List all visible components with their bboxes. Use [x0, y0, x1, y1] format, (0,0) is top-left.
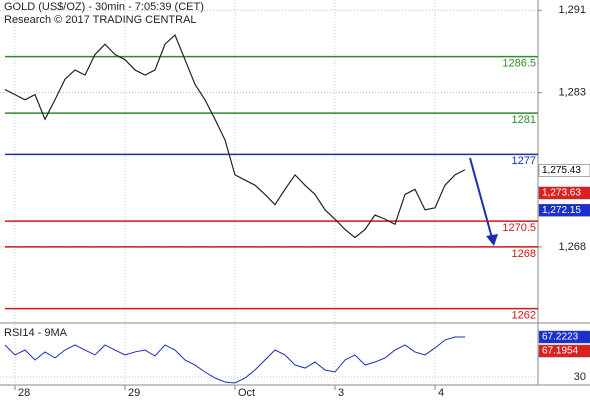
y-tick-label: 1,268 [558, 241, 586, 253]
y-tick-label: 1,283 [558, 86, 586, 98]
rsi-line [4, 336, 465, 384]
level-label: 1262 [512, 310, 536, 322]
price-tag-label: 67.1954 [542, 346, 579, 357]
x-tick-label: 4 [438, 387, 444, 399]
price-tag [538, 203, 590, 217]
price-tag-label: 1,272.15 [542, 205, 581, 216]
price-tag [538, 186, 590, 200]
x-tick-label: 28 [18, 387, 30, 399]
level-label: 1277 [512, 155, 536, 167]
y-tick-label: 1,291 [558, 4, 586, 16]
forecast-arrow [469, 157, 493, 239]
rsi-title: RSI14 - 9MA [4, 327, 68, 339]
x-tick-label: 3 [338, 387, 344, 399]
price-tag [538, 164, 590, 177]
x-tick-label: 29 [128, 387, 140, 399]
level-label: 1268 [512, 248, 536, 260]
price-tag-label: 1,273.63 [542, 188, 581, 199]
forecast-arrowhead [486, 234, 498, 246]
price-tag-label: 1,275.43 [542, 165, 581, 176]
price-tag [538, 330, 590, 344]
price-line [4, 33, 466, 239]
level-label: 1270.5 [502, 222, 536, 234]
price-tag-label: 67.2223 [542, 332, 579, 343]
level-label: 1286.5 [502, 57, 536, 69]
chart-title: GOLD (US$/OZ) - 30min - 7:05:39 (CET) [4, 1, 204, 13]
x-tick-label: Oct [238, 387, 255, 399]
level-label: 1281 [512, 114, 536, 126]
price-tag [538, 344, 590, 358]
chart-subtitle: Research © 2017 TRADING CENTRAL [4, 14, 197, 26]
y-tick-label: 30 [574, 371, 586, 383]
